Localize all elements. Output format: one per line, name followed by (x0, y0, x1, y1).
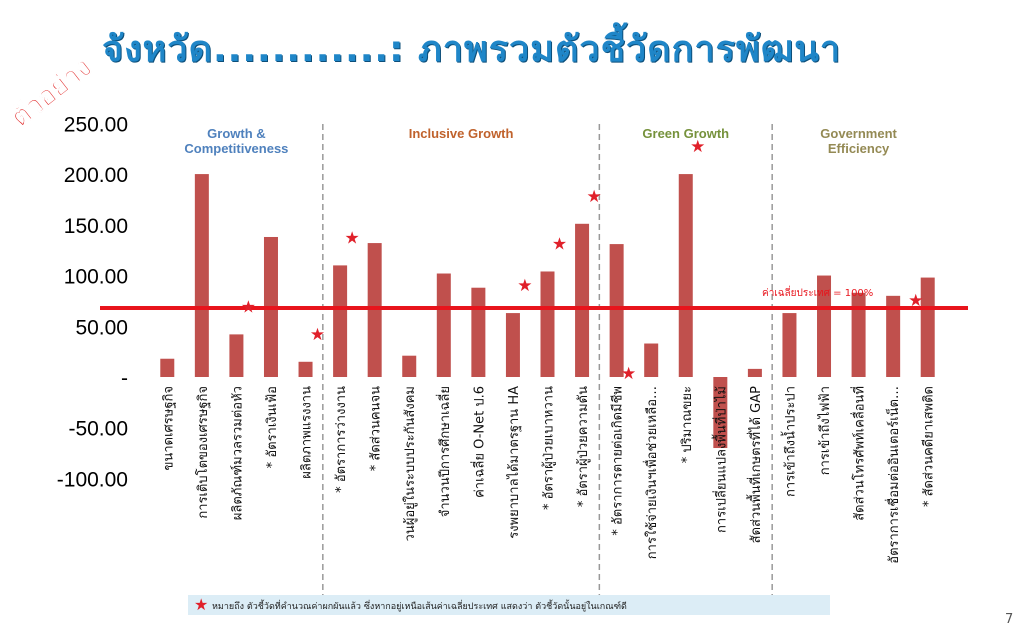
star-marker: ★ (552, 234, 567, 254)
bar (160, 358, 175, 377)
star-marker: ★ (241, 297, 256, 317)
x-tick-label: ขนาดเศรษฐกิจ (161, 386, 176, 470)
star-legend-icon: ★ (194, 595, 209, 614)
x-tick-label: * อัตราการตายต่อเกิดมีชีพ (610, 386, 626, 536)
x-axis-labels: ขนาดเศรษฐกิจ การเติบโตของเศรษฐกิจ ผลิตภัณฑ… (161, 386, 936, 564)
x-tick-label: สัดส่วนพื้นที่เกษตรที่ได้ GAP (746, 386, 764, 543)
star-markers: ★ ★ ★ ★ ★ ★ ★ ★ ★ (241, 137, 924, 384)
bar (678, 174, 693, 377)
x-tick-label: ผลิตภัณฑ์มวลรวมต่อหัว (229, 386, 245, 520)
bar-series (160, 174, 935, 449)
bar (886, 295, 901, 377)
x-tick-label: * สัดส่วนคดียาเสพติด (921, 386, 937, 507)
star-marker: ★ (310, 325, 325, 345)
bar (540, 271, 555, 377)
star-marker: ★ (586, 187, 601, 207)
sample-label: ตัวอย่าง (6, 51, 98, 130)
x-tick-label: อัตราการเชื่อมต่ออินเตอร์เน็ต… (884, 386, 902, 564)
x-tick-label: สัดส่วนโทรศัพท์เคลื่อนที่ (851, 386, 868, 521)
bar (229, 334, 244, 377)
y-axis: 250.00 200.00 150.00 100.00 50.00 - -50.00 -100… (57, 113, 128, 491)
x-tick-label: * อัตราการว่างงาน (334, 386, 349, 493)
y-tick-label: 100.00 (64, 266, 128, 289)
x-tick-label: ผลิตภาพแรงงาน (300, 386, 315, 479)
bar (713, 377, 728, 449)
y-tick-label: -50.00 (68, 418, 128, 441)
bar (851, 292, 866, 377)
y-tick-label: 200.00 (64, 164, 128, 187)
bar (471, 287, 486, 377)
bar (333, 265, 348, 377)
star-marker: ★ (517, 276, 532, 296)
bar (298, 361, 313, 377)
x-tick-label: การเปลี่ยนแปลงพื้นที่ป่าไม้ (711, 386, 729, 533)
group-label: Efficiency (828, 141, 890, 156)
y-tick-label: 50.00 (75, 316, 128, 339)
bar (782, 313, 797, 377)
x-tick-label: * อัตราผู้ป่วยความดัน (576, 386, 591, 507)
bar (505, 313, 520, 377)
footnote-text: หมายถึง ตัวชี้วัดที่คำนวณค่าผกผันแล้ว ซึ… (212, 602, 627, 612)
y-tick-label: -100.00 (57, 468, 128, 491)
x-tick-label: การใช้จ่ายเงินฯเพื่อช่วยเหลือ… (643, 386, 660, 559)
bar (644, 343, 659, 377)
bar (436, 273, 451, 377)
group-label: Growth & (207, 126, 266, 141)
group-label: Competitiveness (184, 141, 288, 156)
x-tick-label: * ปริมาณขยะ (680, 386, 695, 463)
x-tick-label: วนผู้อยู่ในระบบประกันสังคม (402, 386, 418, 541)
x-tick-label: * สัดส่วนคนจน (369, 386, 384, 471)
x-tick-label: * อัตราเงินเฟ้อ (265, 386, 280, 468)
bar (575, 223, 590, 377)
x-tick-label: ค่าเฉลี่ย O-Net ป.6 (470, 386, 487, 498)
group-labels: Growth &Competitiveness Inclusive Growth G… (184, 126, 897, 156)
bar (194, 174, 209, 377)
x-tick-label: * อัตราผู้ป่วยเบาหวาน (542, 386, 557, 510)
group-label: Government (820, 126, 897, 141)
national-average-label: ค่าเฉลี่ยประเทศ = 100% (762, 285, 873, 299)
bar (920, 277, 935, 377)
bar (747, 368, 762, 377)
reference-line-group: ค่าเฉลี่ยประเทศ = 100% (100, 285, 968, 311)
star-marker: ★ (908, 291, 923, 311)
group-label: Inclusive Growth (409, 126, 514, 141)
y-tick-label: 250.00 (64, 113, 128, 136)
star-marker: ★ (621, 364, 636, 384)
y-tick-label: - (121, 367, 128, 390)
group-label: Green Growth (642, 126, 729, 141)
page-number: 7 (1005, 612, 1014, 627)
x-tick-label: การเข้าถึงน้ำประปา (780, 386, 798, 497)
bar (402, 355, 417, 377)
footnote-box: ★ หมายถึง ตัวชี้วัดที่คำนวณค่าผกผันแล้ว … (188, 595, 830, 615)
bar (609, 244, 624, 377)
page-title: จังหวัด............: ภาพรวมตัวชี้วัดการพ… (102, 29, 842, 70)
x-tick-label: การเข้าถึงไฟฟ้า (817, 386, 833, 475)
y-tick-label: 150.00 (64, 215, 128, 238)
x-tick-label: รงพยาบาลได้มาตรฐาน HA (506, 386, 522, 539)
x-tick-label: จำนวนปีการศึกษาเฉลี่ย (436, 386, 453, 517)
star-marker: ★ (690, 137, 705, 157)
bar (367, 243, 382, 377)
star-marker: ★ (344, 228, 359, 248)
x-tick-label: การเติบโตของเศรษฐกิจ (195, 386, 211, 519)
bar (817, 275, 832, 377)
chart-group-dividers (322, 124, 773, 595)
